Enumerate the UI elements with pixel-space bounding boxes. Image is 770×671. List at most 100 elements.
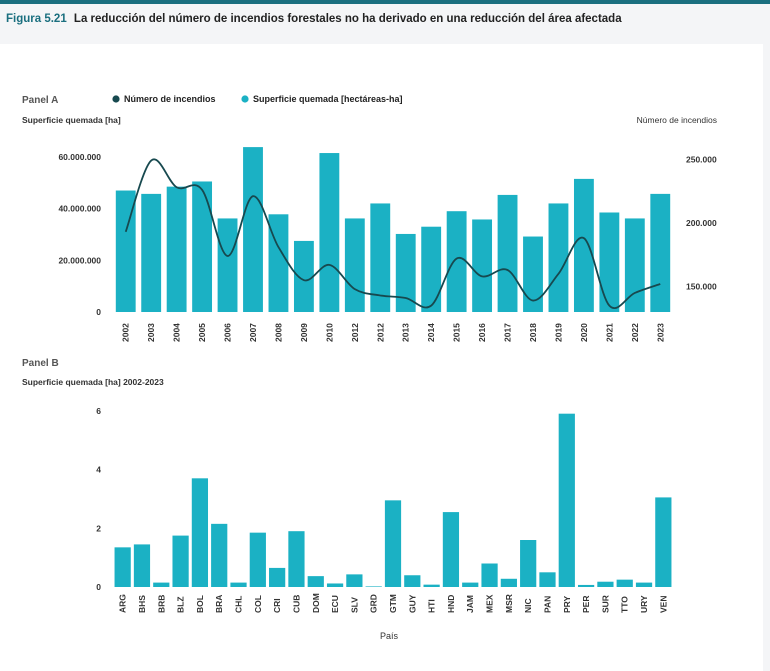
panel-a-bar: [624, 218, 645, 312]
panel-a-bar: [370, 203, 391, 312]
panel-a-x-tick-label: 2009: [299, 323, 309, 342]
panel-a-y2-tick-label: 150.000: [686, 282, 717, 292]
panel-b-bar: [346, 574, 363, 587]
panel-a-x-tick-label: 2020: [579, 323, 589, 342]
panel-b-x-tick-label: CUB: [291, 595, 301, 613]
panel-a-y-tick-label: 40.000.000: [58, 204, 101, 214]
panel-a-legend: Número de incendios Superficie quemada […: [112, 94, 403, 104]
panel-b-bar: [481, 563, 498, 587]
panel-b-x-tick-label: BHS: [137, 595, 147, 613]
panel-b-y-tick-label: 0: [96, 582, 101, 592]
panel-b-bar: [442, 512, 460, 587]
panel-a-bar: [523, 236, 543, 312]
panel-b-x-tick-label: URY: [639, 595, 649, 613]
panel-b-bar: [539, 572, 556, 587]
panel-b-x-tick-label: BRA: [214, 595, 224, 613]
panel-b-x-tick-label: SUR: [600, 595, 610, 613]
panel-a-x-tick-label: 2006: [223, 323, 233, 342]
panel-b-y-ticks: 0 2 4 6: [96, 406, 101, 592]
panel-b-x-tick-label: PAN: [542, 596, 552, 613]
panel-b-x-tick-label: PRY: [562, 596, 572, 613]
panel-b-x-tick-label: GRD: [369, 594, 379, 613]
figure-title: Figura 5.21 La reducción del número de i…: [6, 13, 766, 25]
panel-b-bar: [635, 582, 653, 587]
panel-b-x-tick-label: GTM: [388, 594, 398, 613]
panel-a-x-tick-label: 2023: [655, 323, 665, 342]
panel-b-bar: [558, 413, 575, 587]
panel-a-bar: [217, 218, 238, 312]
panel-b-x-tick-label: BLZ: [176, 596, 186, 613]
panel-b-y-tick-label: 6: [96, 406, 101, 416]
panel-a-y-tick-label: 20.000.000: [58, 255, 101, 265]
panel-a-bar: [319, 153, 340, 312]
panel-a-x-ticks: 2002 2003 2004 2005 2006 2007 2008 2009 2010 2012…: [121, 323, 666, 342]
panel-a-bar: [166, 186, 187, 312]
panel-b-bar: [326, 583, 344, 587]
panel-b-bar: [597, 581, 614, 587]
panel-b-x-tick-label: HTI: [427, 599, 437, 613]
panel-b-bar: [249, 532, 266, 587]
panel-a-y2-axis-title: Número de incendios: [637, 115, 717, 125]
panel-a-bar: [141, 193, 162, 312]
panel-a-x-tick-label: 2017: [503, 323, 513, 342]
panel-b-x-tick-label: SLV: [349, 597, 359, 613]
panel-b-bar: [365, 586, 382, 587]
panel-a-bar: [472, 219, 493, 312]
panel-a-x-tick-label: 2016: [477, 323, 487, 342]
panel-b-label: Panel B: [22, 358, 59, 369]
panel-a-bar: [293, 240, 314, 312]
panel-a-bar: [395, 233, 416, 312]
panel-b-x-ticks: ARG BHS BRB BLZ BOL BRA CHL COL CRI CUB DOM ECU SLV G…: [118, 593, 669, 613]
figure-title-text: La reducción del número de incendios for…: [73, 13, 622, 25]
panel-a-x-tick-label: 2004: [172, 323, 182, 342]
panel-a-y-axis-title: Superficie quemada [ha]: [22, 115, 121, 125]
panel-b-x-tick-label: PER: [581, 596, 591, 613]
panel-a-x-tick-label: 2015: [452, 323, 462, 342]
top-rule: [0, 0, 770, 4]
legend-bar-swatch: [241, 95, 249, 103]
panel-b-y-axis-title: Superficie quemada [ha] 2002-2023: [22, 377, 164, 387]
panel-b-y-tick-label: 4: [96, 465, 101, 475]
panel-a-fires-line: [124, 158, 661, 309]
legend-bar-label: Superficie quemada [hectáreas-ha]: [253, 94, 403, 104]
panel-b-x-tick-label: NIC: [523, 598, 533, 613]
panel-a-bar: [548, 203, 569, 312]
panel-b-bar: [114, 547, 131, 587]
panel-b-x-tick-label: CRI: [272, 598, 282, 613]
panel-b-x-tick-label: ECU: [330, 595, 340, 613]
panel-a-bar: [650, 193, 671, 312]
panel-b-x-tick-label: HND: [446, 595, 456, 613]
panel-a-line-points: [125, 160, 661, 306]
panel-b-x-tick-label: GUY: [407, 594, 417, 613]
panel-a-x-tick-label: 2008: [273, 323, 283, 342]
panel-a-x-tick-label: 2018: [528, 323, 538, 342]
panel-b-bar: [191, 478, 209, 587]
panel-a-bar: [497, 194, 518, 312]
panel-a-y-tick-label: 0: [96, 307, 101, 317]
legend-line-label: Número de incendios: [124, 94, 216, 104]
panel-b-x-tick-label: MSR: [504, 594, 514, 613]
panel-a-chart: Panel A Número de incendios Superficie q…: [22, 94, 717, 342]
panel-b-x-tick-label: COL: [253, 595, 263, 613]
panel-a-bars: [115, 147, 671, 312]
panel-b-bar: [211, 523, 228, 587]
panel-b-bar: [616, 579, 633, 587]
panel-b-x-tick-label: JAM: [465, 595, 475, 613]
panel-a-y2-tick-label: 200.000: [686, 218, 717, 228]
panel-a-bar: [599, 212, 620, 312]
panel-b-x-tick-label: VEN: [658, 596, 668, 613]
panel-b-x-tick-label: TTO: [620, 596, 630, 613]
panel-a-x-tick-label: 2012: [350, 323, 360, 342]
panel-a-bar: [192, 181, 213, 312]
panel-b-bar: [153, 582, 170, 587]
panel-b-bar: [133, 544, 151, 587]
panel-b-x-tick-label: MEX: [485, 594, 495, 613]
panel-a-x-tick-label: 2002: [121, 323, 131, 342]
panel-a-bar: [446, 211, 467, 312]
panel-b-bar: [462, 582, 479, 587]
panel-a-x-tick-label: 2012: [375, 323, 385, 342]
panel-b-bar: [269, 567, 286, 587]
panel-b-bars: [114, 413, 672, 587]
figure-label: Figura 5.21: [6, 13, 67, 25]
panel-a-x-tick-label: 2007: [248, 323, 258, 342]
